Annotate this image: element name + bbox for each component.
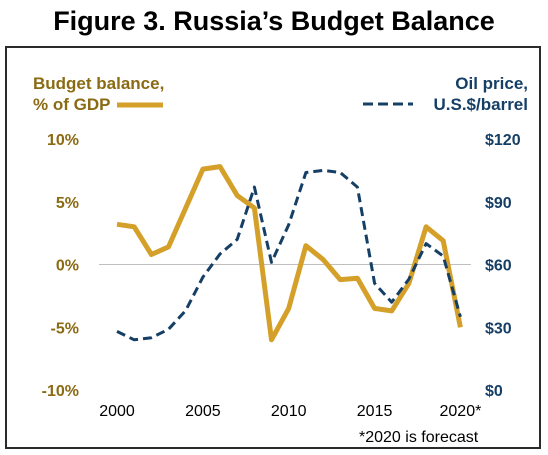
budget-balance-line	[116, 164, 463, 343]
right-axis-tick-label: $120	[485, 132, 521, 149]
left-axis-tick-label: 5%	[56, 195, 79, 212]
figure-title: Figure 3. Russia’s Budget Balance	[53, 6, 495, 36]
legend-budget-line1: Budget balance,	[33, 74, 164, 93]
chart-frame: Budget balance, % of GDP Oil price, U.S.…	[5, 46, 541, 449]
x-axis-tick-label: 2000	[99, 403, 135, 420]
legend-oil-line1: Oil price,	[455, 74, 528, 93]
right-axis-tick-label: $0	[485, 383, 503, 400]
right-axis-tick-label: $30	[485, 320, 512, 337]
chart: Budget balance, % of GDP Oil price, U.S.…	[33, 74, 529, 446]
right-axis-tick-label: $60	[485, 258, 512, 275]
left-axis-tick-label: 0%	[56, 258, 79, 275]
oil-price-line	[116, 168, 462, 342]
left-axis-tick-label: -10%	[42, 383, 79, 400]
right-axis-tick-label: $90	[485, 195, 512, 212]
left-axis-tick-label: -5%	[51, 320, 79, 337]
x-axis-tick-label: 2015	[357, 403, 393, 420]
x-axis-tick-label: 2010	[271, 403, 307, 420]
legend-budget-line2: % of GDP	[33, 95, 110, 114]
legend-oil-line2: U.S.$/barrel	[434, 95, 529, 114]
left-axis-tick-label: 10%	[47, 132, 79, 149]
x-axis-tick-label: 2020*	[440, 403, 482, 420]
x-axis-tick-label: 2005	[185, 403, 221, 420]
footnote: *2020 is forecast	[359, 429, 479, 446]
